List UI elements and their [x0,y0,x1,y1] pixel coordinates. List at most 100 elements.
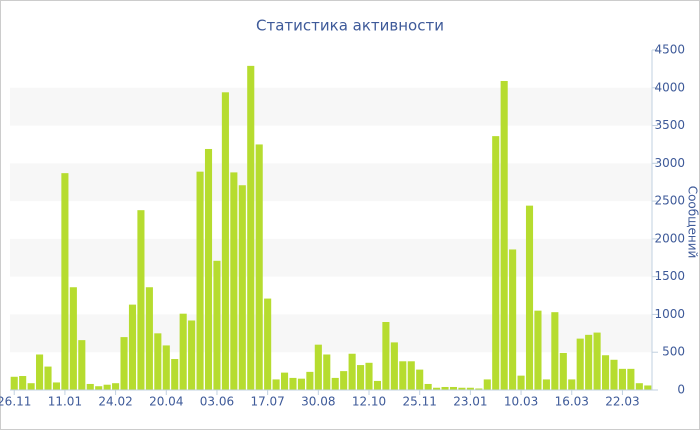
bar [221,92,229,391]
bar [568,379,576,390]
bar [255,144,263,390]
bar [27,383,35,390]
bar [36,354,44,390]
bar [390,342,398,390]
bar [483,379,491,390]
bar [466,387,474,390]
bar [247,65,255,390]
x-tick-label: 23.01 [453,395,487,409]
bar [306,371,314,390]
bar [373,380,382,390]
bar [78,340,86,390]
y-tick-label: 500 [662,345,685,359]
bar [627,368,635,390]
bar [289,377,297,390]
y-tick-label: 4500 [654,43,685,57]
y-tick-label: 3000 [654,156,685,170]
bar [517,375,525,390]
x-tick-label: 16.03 [555,395,589,409]
bar [424,383,432,390]
x-tick-label: 26.11 [0,395,31,409]
grid-band [10,163,652,202]
bar [162,345,170,390]
bar [365,362,373,390]
bar [644,385,652,390]
bar [120,337,128,390]
bar [69,287,77,390]
bar [610,359,618,390]
x-tick-label: 20.04 [149,395,183,409]
bar [230,172,238,390]
bar [154,333,162,390]
bar [348,353,356,390]
bar [128,304,137,390]
bar [145,287,153,390]
y-tick-label: 4000 [654,80,685,94]
bar [19,376,27,390]
bar [264,298,272,390]
bar [52,382,61,390]
bar [509,249,517,390]
bar [61,173,69,390]
y-tick-label: 0 [677,383,685,397]
grid-band [10,87,652,126]
y-tick-label: 2000 [654,231,685,245]
y-tick-label: 3500 [654,118,685,132]
bar [272,379,280,390]
y-tick-label: 1500 [654,269,685,283]
bar [585,334,593,390]
bar [449,386,458,390]
bar [542,379,550,390]
bar [534,310,542,390]
bar [204,148,213,390]
bar [44,366,52,390]
bar [179,313,187,390]
bar [86,383,94,390]
x-tick-label: 30.08 [301,395,335,409]
bar [280,372,289,390]
x-tick-label: 25.11 [403,395,437,409]
bar [559,352,567,390]
bar [382,322,390,390]
bar [297,378,305,390]
bar [416,369,424,390]
bar [635,383,643,390]
bar [340,371,348,390]
bar [441,386,449,390]
bar [593,332,601,390]
bar [331,377,339,390]
bar [103,384,111,390]
bar [314,344,322,390]
chart-title: Статистика активности [256,17,444,35]
bar [188,320,196,390]
bar [601,355,610,390]
x-tick-label: 12.10 [352,395,386,409]
bar [458,387,466,390]
bar [196,171,204,390]
bar [407,361,415,390]
bar [475,388,483,390]
bar [492,136,500,390]
y-axis-title: Сообщений [686,186,700,259]
bar [357,365,365,390]
y-tick-label: 1000 [654,307,685,321]
bar [95,386,103,390]
bar [323,354,331,390]
bar [551,312,559,390]
bar [433,387,441,390]
bar [576,338,584,390]
bar [213,260,221,390]
grid-band [10,238,652,277]
grid-band [10,314,652,353]
x-tick-label: 24.02 [98,395,132,409]
bar [399,361,407,390]
bar [618,368,626,390]
bar [137,210,145,390]
x-tick-label: 11.01 [48,395,82,409]
x-tick-label: 17.07 [250,395,284,409]
x-tick-label: 03.06 [200,395,234,409]
bar [112,383,120,390]
bar [500,80,508,390]
